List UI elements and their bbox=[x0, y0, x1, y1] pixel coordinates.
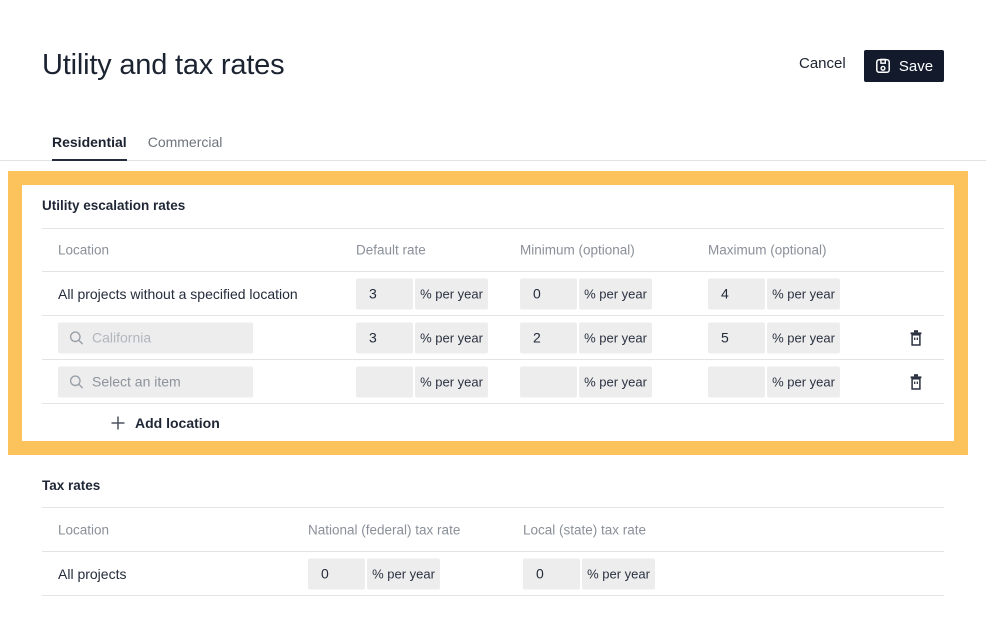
local-tax-rate-input[interactable] bbox=[523, 558, 580, 589]
tax-row-all-projects: All projects % per year % per year bbox=[42, 551, 944, 595]
tax-section-heading: Tax rates bbox=[42, 478, 101, 493]
unit-label: % per year bbox=[767, 322, 840, 353]
column-header-location: Location bbox=[58, 242, 110, 258]
column-header-default-rate: Default rate bbox=[356, 242, 426, 258]
cancel-button[interactable]: Cancel bbox=[799, 55, 846, 72]
column-header-national-tax: National (federal) tax rate bbox=[308, 522, 461, 537]
unit-label: % per year bbox=[579, 278, 652, 309]
tab-bar: Residential Commercial bbox=[0, 134, 986, 161]
national-tax-rate-input[interactable] bbox=[308, 558, 365, 589]
minimum-input-california[interactable] bbox=[520, 322, 577, 353]
tab-residential[interactable]: Residential bbox=[52, 134, 127, 161]
escalation-header-row: Location Default rate Minimum (optional)… bbox=[42, 228, 944, 271]
row-location-label: All projects bbox=[58, 565, 127, 582]
unit-label: % per year bbox=[415, 366, 488, 397]
unit-label: % per year bbox=[767, 366, 840, 397]
column-header-local-tax: Local (state) tax rate bbox=[523, 522, 647, 537]
escalation-add-row: Add location bbox=[42, 403, 944, 441]
unit-label: % per year bbox=[767, 278, 840, 309]
page-title: Utility and tax rates bbox=[42, 49, 285, 81]
column-header-maximum: Maximum (optional) bbox=[708, 242, 827, 258]
minimum-input-all-projects[interactable] bbox=[520, 278, 577, 309]
escalation-section-heading: Utility escalation rates bbox=[42, 198, 186, 213]
unit-label: % per year bbox=[582, 558, 655, 589]
location-search-input-new[interactable] bbox=[58, 366, 253, 397]
save-button[interactable]: Save bbox=[864, 50, 944, 82]
escalation-row-all-projects: All projects without a specified locatio… bbox=[42, 271, 944, 315]
save-button-label: Save bbox=[898, 57, 934, 75]
unit-label: % per year bbox=[579, 366, 652, 397]
unit-label: % per year bbox=[579, 322, 652, 353]
add-location-button[interactable]: Add location bbox=[110, 415, 220, 431]
delete-row-button-new[interactable] bbox=[906, 371, 926, 393]
unit-label: % per year bbox=[415, 278, 488, 309]
column-header-minimum: Minimum (optional) bbox=[520, 242, 635, 258]
maximum-input-all-projects[interactable] bbox=[708, 278, 765, 309]
escalation-row-california: % per year % per year % per year bbox=[42, 315, 944, 359]
row-location-label: All projects without a specified locatio… bbox=[58, 285, 298, 302]
plus-icon bbox=[111, 416, 125, 429]
add-location-label: Add location bbox=[135, 414, 220, 431]
unit-label: % per year bbox=[367, 558, 440, 589]
minimum-input-new[interactable] bbox=[520, 366, 577, 397]
escalation-row-new: % per year % per year % per year bbox=[42, 359, 944, 403]
maximum-input-california[interactable] bbox=[708, 322, 765, 353]
tab-commercial[interactable]: Commercial bbox=[147, 134, 223, 150]
unit-label: % per year bbox=[415, 322, 488, 353]
tax-header-row: Location National (federal) tax rate Loc… bbox=[42, 507, 944, 551]
location-search-input-california[interactable] bbox=[58, 322, 253, 353]
tax-table-bottom-divider bbox=[42, 595, 944, 596]
default-rate-input-new[interactable] bbox=[356, 366, 413, 397]
trash-icon bbox=[910, 329, 922, 346]
save-icon bbox=[875, 58, 890, 73]
default-rate-input-all-projects[interactable] bbox=[356, 278, 413, 309]
trash-icon bbox=[910, 373, 922, 390]
delete-row-button-california[interactable] bbox=[906, 327, 926, 349]
column-header-location: Location bbox=[58, 522, 110, 537]
maximum-input-new[interactable] bbox=[708, 366, 765, 397]
default-rate-input-california[interactable] bbox=[356, 322, 413, 353]
